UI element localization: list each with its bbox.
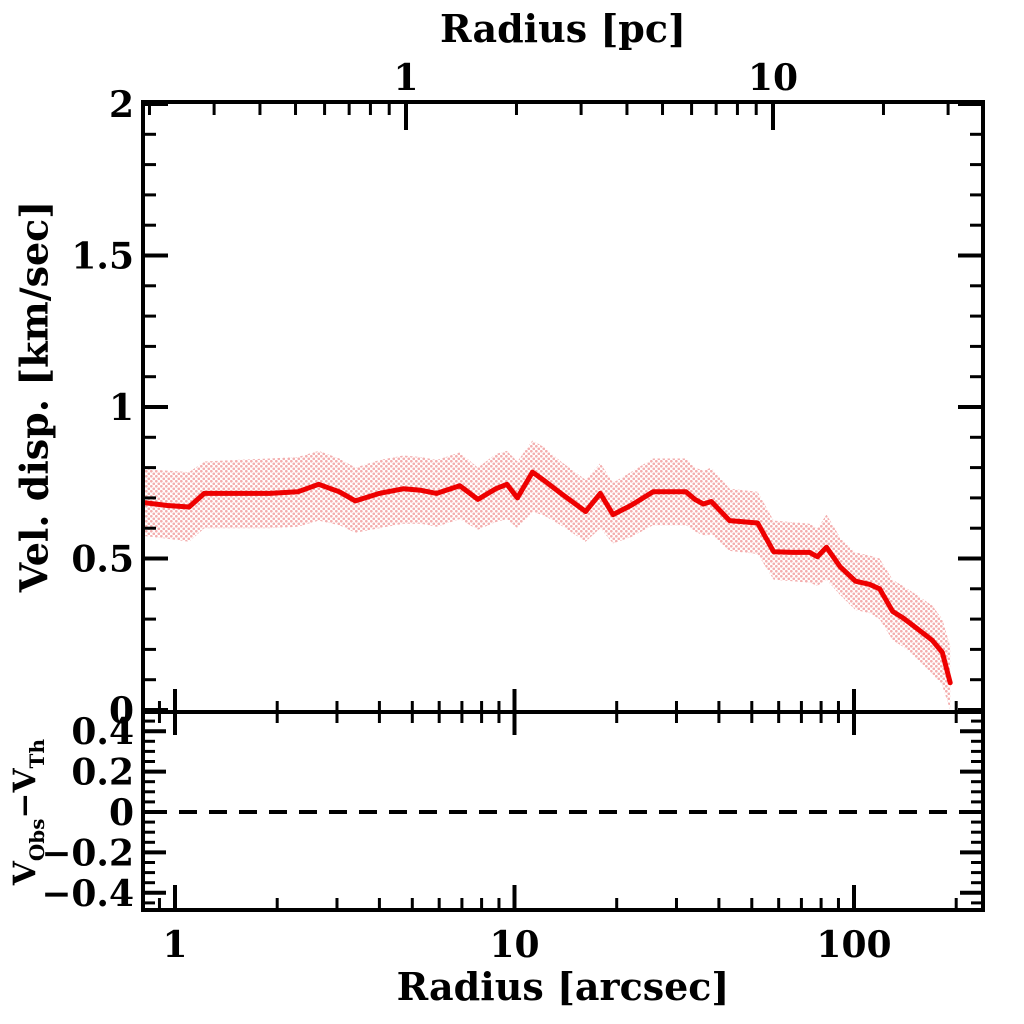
tick-label: 10 [489, 924, 539, 966]
residual-y-axis-title: VObs−VTh [6, 682, 50, 942]
tick-label: −0.4 [41, 873, 134, 915]
tick-label: 1 [109, 387, 134, 429]
tick-label: −0.2 [41, 832, 134, 874]
bottom-axis-title: Radius [arcsec] [396, 964, 730, 1009]
residual-ylabel-sub-th: Th [25, 739, 50, 769]
tick-label: 0 [109, 690, 134, 732]
tick-label: 100 [816, 924, 891, 966]
tick-label: 1 [393, 57, 418, 99]
top-axis-title: Radius [pc] [440, 6, 686, 51]
tick-label: 0.4 [71, 711, 134, 753]
tick-label: 0 [109, 792, 134, 834]
dispersion-line [143, 469, 953, 686]
tick-label: 10 [748, 57, 798, 99]
main-y-axis-title: Vel. disp. [km/sec] [11, 200, 57, 593]
residual-ylabel-minus-v-th: −V [6, 768, 43, 819]
tick-label: 2 [109, 84, 134, 126]
tick-label: 1 [162, 924, 187, 966]
main-panel-frame [141, 100, 985, 714]
tick-label: 0.5 [71, 539, 134, 581]
main-panel-data [143, 440, 953, 710]
residual-ylabel-sub-obs: Obs [25, 818, 50, 862]
residual-ylabel-v-obs: V [6, 861, 43, 886]
tick-label: 1.5 [71, 236, 134, 278]
tick-label: 0.2 [71, 752, 134, 794]
uncertainty-band [143, 440, 951, 710]
